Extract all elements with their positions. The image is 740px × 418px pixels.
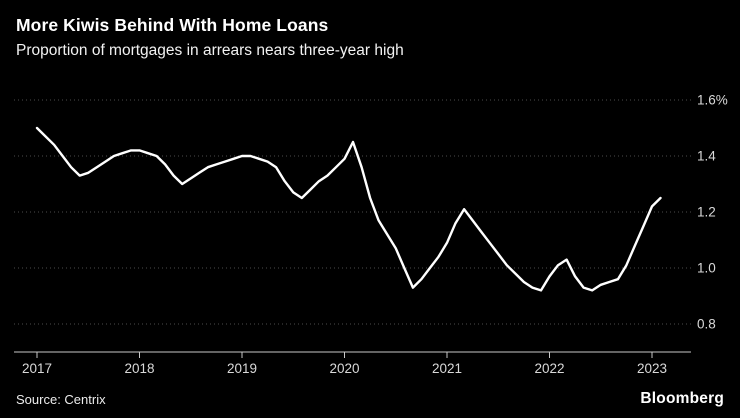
x-tick-label: 2023: [637, 361, 667, 376]
x-tick-label: 2019: [227, 361, 257, 376]
chart-subtitle: Proportion of mortgages in arrears nears…: [16, 42, 404, 59]
chart-line: [35, 126, 662, 292]
y-tick-label: 1.4: [697, 149, 716, 164]
source-text: Source: Centrix: [16, 391, 106, 407]
line-chart: 0.8 1.0 1.2 1.4 1.6% 2017 2018 2019 2020 2021 2022…: [14, 93, 728, 376]
chart-title: More Kiwis Behind With Home Loans: [16, 15, 329, 35]
y-tick-label: 1.6%: [697, 93, 728, 108]
x-tick-label: 2020: [329, 361, 359, 376]
bloomberg-logo: Bloomberg: [640, 390, 724, 407]
y-tick-label: 1.2: [697, 205, 716, 220]
y-tick-label: 1.0: [697, 261, 716, 276]
x-tick-label: 2017: [22, 361, 52, 376]
y-tick-label: 0.8: [697, 317, 716, 332]
x-tick-label: 2021: [432, 361, 462, 376]
chart-header: More Kiwis Behind With Home Loans Propor…: [0, 0, 740, 60]
chart-footer: Source: Centrix Bloomberg: [0, 380, 740, 418]
x-tick-label: 2022: [534, 361, 564, 376]
chart-area: 0.8 1.0 1.2 1.4 1.6% 2017 2018 2019 2020 2021 2022…: [0, 60, 740, 380]
x-tick-label: 2018: [124, 361, 154, 376]
